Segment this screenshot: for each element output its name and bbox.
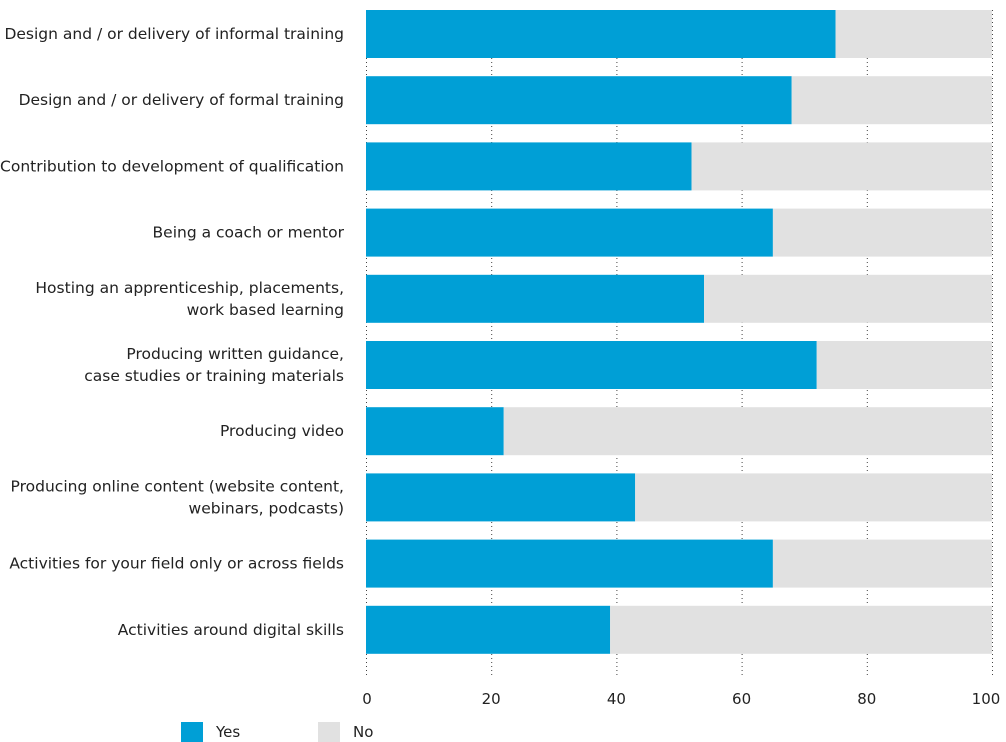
x-axis-ticks: 0 20 40 60 80 100 — [362, 690, 1000, 708]
bar-no-7 — [635, 473, 992, 522]
category-label-0: Design and / or delivery of informal tra… — [4, 25, 344, 43]
legend: Yes No — [181, 722, 373, 742]
bar-yes-2 — [366, 142, 692, 191]
category-label-5: Producing written guidance, case studies … — [84, 345, 344, 385]
category-label-4: Hosting an apprenticeship, placements, wo… — [35, 279, 344, 319]
tick-label-0: 0 — [362, 690, 372, 708]
bar-no-3 — [772, 208, 992, 257]
category-label-6: Producing video — [220, 422, 344, 440]
category-labels: Design and / or delivery of informal tra… — [0, 25, 345, 639]
tick-label-20: 20 — [482, 690, 501, 708]
bar-yes-6 — [366, 407, 504, 456]
legend-label-yes: Yes — [215, 723, 240, 741]
bar-no-8 — [772, 539, 992, 588]
category-label-2: Contribution to development of qualifica… — [0, 157, 344, 175]
legend-swatch-no — [318, 722, 340, 742]
bar-yes-8 — [366, 539, 773, 588]
bar-yes-5 — [366, 341, 817, 389]
bar-no-1 — [791, 76, 992, 125]
category-label-7: Producing online content (website conten… — [11, 477, 344, 517]
tick-label-100: 100 — [972, 690, 1001, 708]
category-label-3: Being a coach or mentor — [153, 224, 345, 242]
category-label-9: Activities around digital skills — [118, 621, 344, 639]
tick-label-60: 60 — [732, 690, 751, 708]
category-label-1: Design and / or delivery of formal train… — [19, 91, 344, 109]
bar-no-6 — [503, 407, 992, 456]
bar-no-9 — [610, 605, 992, 654]
bar-yes-4 — [366, 274, 705, 323]
bar-no-0 — [835, 10, 992, 58]
legend-swatch-yes — [181, 722, 203, 742]
bar-no-4 — [704, 274, 992, 323]
bars — [366, 10, 992, 654]
bar-yes-0 — [366, 10, 836, 58]
tick-label-40: 40 — [607, 690, 626, 708]
bar-yes-3 — [366, 208, 773, 257]
bar-no-2 — [691, 142, 992, 191]
tick-label-80: 80 — [857, 690, 876, 708]
bar-yes-1 — [366, 76, 792, 125]
bar-no-5 — [816, 341, 992, 389]
legend-label-no: No — [353, 723, 373, 741]
category-label-8: Activities for your field only or across… — [9, 555, 344, 573]
bar-yes-9 — [366, 605, 611, 654]
bar-yes-7 — [366, 473, 636, 522]
